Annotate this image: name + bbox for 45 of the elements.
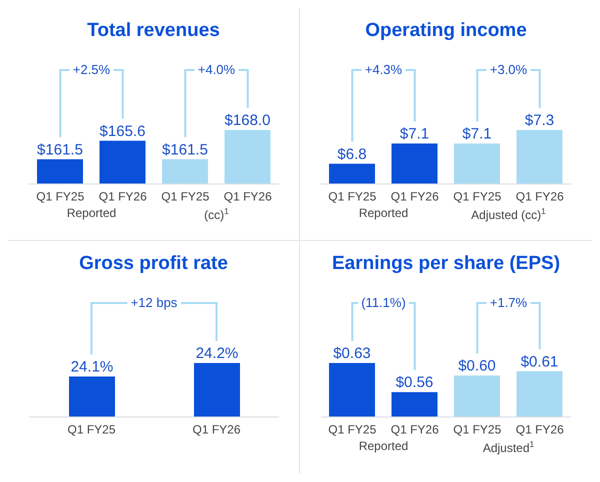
text: (11.1%) bbox=[361, 295, 406, 310]
x-tick-label: Q1 FY26 bbox=[390, 422, 440, 437]
data-label: $7.1 bbox=[462, 126, 492, 142]
data-label: $165.6 bbox=[100, 122, 146, 140]
text: +2.5% bbox=[72, 62, 111, 77]
text: +12 bps bbox=[130, 295, 178, 310]
text: +4.0% bbox=[198, 62, 236, 77]
text: +4.3% bbox=[364, 62, 403, 77]
x-tick-label: Q1 FY26 bbox=[224, 190, 272, 204]
data-label: $161.5 bbox=[37, 141, 83, 158]
x-tick-label: Q1 FY25 bbox=[328, 422, 377, 437]
data-label: $0.61 bbox=[520, 353, 558, 370]
text: (cc)$^{1}$ bbox=[204, 206, 229, 222]
data-label: $161.5 bbox=[162, 141, 208, 158]
data-label: $168.0 bbox=[224, 112, 270, 129]
chart-title: Total revenues bbox=[86, 19, 221, 43]
text: Adjusted (cc)$^{1}$ bbox=[471, 206, 546, 222]
data-label: $7.1 bbox=[400, 126, 430, 142]
x-tick-label: Q1 FY26 bbox=[390, 190, 440, 204]
text: Reported bbox=[66, 206, 116, 220]
x-tick-label: Q1 FY25 bbox=[453, 422, 502, 437]
text: Reported bbox=[358, 206, 408, 220]
x-tick-label: Q1 FY25 bbox=[328, 190, 377, 204]
data-label: 24.2% bbox=[196, 345, 238, 362]
chart-title: Earnings per share (EPS) bbox=[330, 252, 562, 276]
x-tick-label: Q1 FY26 bbox=[516, 422, 564, 437]
data-label: $0.63 bbox=[333, 345, 371, 362]
x-tick-label: Q1 FY25 bbox=[453, 190, 502, 204]
text: +1.7% bbox=[490, 295, 528, 310]
text: Reported bbox=[358, 439, 408, 453]
x-tick-label: Q1 FY25 bbox=[36, 190, 85, 204]
chart-title: Operating income bbox=[364, 19, 528, 43]
x-tick-label: Q1 FY25 bbox=[67, 422, 116, 437]
data-label: $0.56 bbox=[396, 374, 434, 392]
x-tick-label: Q1 FY26 bbox=[192, 422, 241, 437]
x-tick-label: Q1 FY25 bbox=[161, 190, 210, 204]
data-label: $0.60 bbox=[458, 357, 496, 374]
x-tick-label: Q1 FY26 bbox=[98, 190, 148, 204]
data-label: 24.1% bbox=[70, 358, 114, 376]
chart-title: Gross profit rate bbox=[78, 252, 229, 276]
text: +3.0% bbox=[490, 62, 528, 77]
data-label: $6.8 bbox=[337, 146, 367, 163]
x-tick-label: Q1 FY26 bbox=[516, 190, 564, 204]
data-label: $7.3 bbox=[524, 112, 554, 129]
text: Adjusted$^{1}$ bbox=[482, 439, 534, 455]
